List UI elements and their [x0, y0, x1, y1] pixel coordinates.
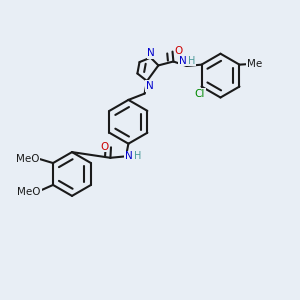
Text: Me: Me	[247, 59, 262, 69]
Text: O: O	[100, 142, 109, 152]
Text: H: H	[134, 151, 141, 161]
Text: N: N	[146, 81, 153, 91]
Text: O: O	[31, 154, 39, 164]
Text: Cl: Cl	[195, 89, 205, 99]
Text: NH: NH	[179, 56, 194, 66]
Text: O: O	[174, 46, 183, 56]
Text: MeO: MeO	[16, 154, 39, 164]
Text: H: H	[188, 56, 195, 66]
Text: NH: NH	[125, 151, 140, 161]
Text: N: N	[147, 48, 155, 58]
Text: O: O	[32, 187, 41, 197]
Text: MeO: MeO	[17, 187, 41, 197]
